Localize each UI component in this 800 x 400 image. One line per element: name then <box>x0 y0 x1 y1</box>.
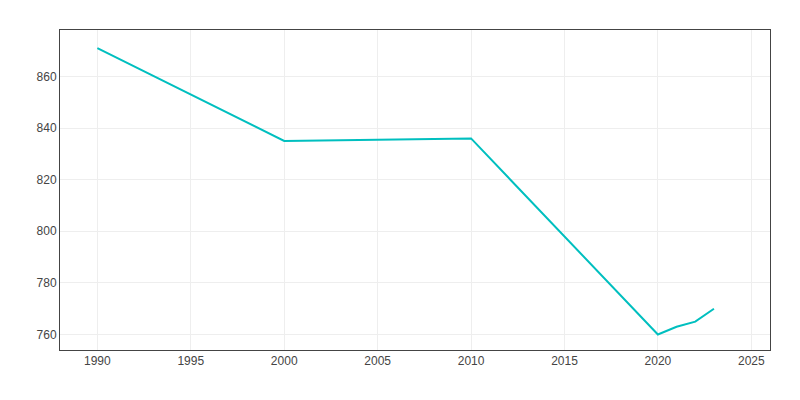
svg-text:860: 860 <box>37 70 57 84</box>
svg-text:1995: 1995 <box>177 354 204 368</box>
svg-text:760: 760 <box>37 328 57 342</box>
svg-text:2025: 2025 <box>738 354 765 368</box>
svg-text:2005: 2005 <box>364 354 391 368</box>
svg-text:1990: 1990 <box>84 354 111 368</box>
svg-text:820: 820 <box>37 173 57 187</box>
svg-text:2010: 2010 <box>458 354 485 368</box>
svg-text:2015: 2015 <box>551 354 578 368</box>
svg-text:780: 780 <box>37 276 57 290</box>
svg-text:800: 800 <box>37 224 57 238</box>
svg-text:840: 840 <box>37 121 57 135</box>
svg-text:2000: 2000 <box>271 354 298 368</box>
svg-text:2020: 2020 <box>645 354 672 368</box>
